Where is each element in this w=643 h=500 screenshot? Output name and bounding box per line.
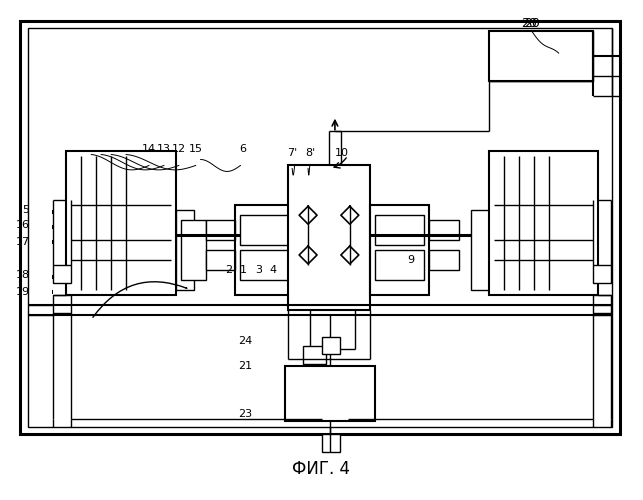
Bar: [28, 28, 612, 427]
Text: 4: 4: [269, 265, 277, 275]
Bar: [322, 434, 340, 452]
Text: 8': 8': [305, 148, 315, 158]
Text: 5: 5: [23, 205, 30, 215]
Bar: [489, 31, 593, 81]
Bar: [240, 250, 290, 280]
Bar: [53, 294, 71, 312]
Text: 7': 7': [287, 148, 297, 158]
Text: 14: 14: [142, 144, 156, 154]
Bar: [206, 250, 235, 270]
Bar: [66, 150, 176, 294]
Text: 15: 15: [188, 144, 203, 154]
Bar: [181, 220, 206, 280]
Bar: [20, 22, 620, 434]
Text: 18: 18: [15, 270, 30, 280]
Bar: [375, 250, 424, 280]
Text: 17: 17: [15, 237, 30, 247]
Text: 3: 3: [255, 265, 262, 275]
Bar: [430, 250, 459, 270]
Bar: [430, 220, 459, 240]
Bar: [235, 205, 295, 294]
Text: 9: 9: [408, 255, 415, 265]
Text: 13: 13: [157, 144, 171, 154]
Text: 1: 1: [240, 265, 247, 275]
Text: 10: 10: [335, 148, 349, 158]
Bar: [288, 166, 370, 310]
Bar: [370, 205, 430, 294]
Text: 23: 23: [239, 409, 253, 419]
Text: 20: 20: [521, 17, 537, 30]
Text: 6: 6: [239, 144, 246, 154]
Bar: [53, 265, 71, 283]
Bar: [176, 210, 194, 290]
Bar: [285, 366, 375, 421]
Bar: [303, 346, 326, 364]
Text: 24: 24: [238, 336, 253, 346]
Bar: [593, 294, 611, 312]
Bar: [593, 265, 611, 283]
Text: 16: 16: [15, 220, 30, 230]
Bar: [206, 220, 235, 240]
Text: 2: 2: [225, 265, 232, 275]
Bar: [240, 215, 290, 245]
Text: 20: 20: [524, 17, 539, 30]
Text: 21: 21: [239, 362, 253, 372]
Bar: [471, 210, 489, 290]
Text: 19: 19: [15, 287, 30, 297]
Bar: [375, 215, 424, 245]
FancyArrowPatch shape: [93, 282, 186, 318]
Bar: [322, 336, 340, 354]
Text: 12: 12: [172, 144, 186, 154]
Bar: [489, 150, 599, 294]
Text: ФИГ. 4: ФИГ. 4: [293, 460, 350, 478]
